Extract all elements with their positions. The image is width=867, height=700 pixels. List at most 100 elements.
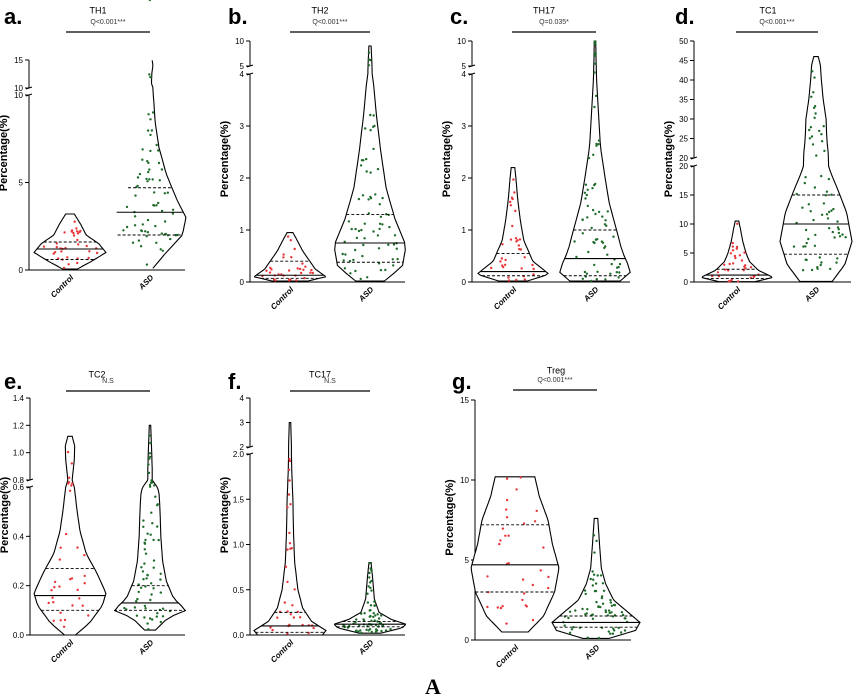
y-tick-label: 10	[14, 84, 23, 93]
y-tick-label: 20	[679, 162, 688, 171]
data-point	[365, 170, 368, 173]
y-tick-label: 4	[240, 394, 245, 403]
data-point	[610, 611, 613, 614]
data-point	[531, 583, 534, 587]
data-point	[151, 522, 154, 525]
data-point	[836, 220, 839, 223]
data-point	[504, 534, 507, 537]
data-point	[282, 256, 285, 259]
data-point	[518, 238, 522, 241]
data-point	[597, 605, 600, 609]
data-point	[368, 628, 372, 631]
data-point	[616, 266, 619, 269]
data-point	[81, 604, 84, 607]
data-point	[395, 247, 398, 250]
y-tick-label: 35	[679, 96, 688, 105]
data-point	[505, 622, 508, 625]
data-point	[154, 224, 157, 228]
data-point	[387, 243, 390, 246]
significance-label: Q<0.001***	[759, 19, 794, 26]
data-point	[152, 559, 156, 562]
data-point	[384, 629, 388, 632]
data-point	[811, 70, 814, 73]
data-point	[152, 566, 155, 569]
data-point	[803, 181, 806, 185]
data-point	[355, 236, 359, 240]
data-point	[501, 605, 504, 608]
y-tick-label: 0	[240, 278, 245, 287]
data-point	[734, 256, 737, 260]
panel-label: e.	[4, 369, 22, 394]
data-point	[375, 629, 379, 632]
x-category-label: Control	[494, 643, 521, 670]
data-point	[271, 628, 274, 632]
data-point	[509, 204, 512, 207]
data-point	[143, 604, 147, 608]
data-point	[825, 190, 829, 193]
data-point	[731, 249, 735, 252]
data-point	[586, 608, 589, 611]
data-point	[151, 618, 154, 621]
data-point	[604, 278, 607, 281]
data-point	[150, 593, 153, 596]
data-point	[830, 209, 833, 212]
y-tick-label: 0.6	[13, 483, 25, 492]
data-point	[357, 229, 361, 233]
data-point	[819, 263, 822, 267]
data-point	[70, 462, 74, 465]
data-point	[591, 208, 595, 212]
data-point	[370, 579, 373, 583]
data-point	[595, 144, 598, 147]
data-point	[288, 479, 291, 482]
data-point	[169, 237, 172, 241]
x-category-label: Control	[49, 638, 76, 665]
data-point	[157, 149, 160, 152]
data-point	[575, 255, 578, 259]
data-point	[818, 256, 821, 259]
data-point	[535, 509, 538, 513]
y-tick-label: 5	[19, 179, 24, 188]
data-point	[389, 627, 392, 631]
data-point	[145, 177, 148, 181]
data-point	[142, 525, 145, 528]
data-point	[359, 164, 363, 167]
data-point	[303, 276, 306, 280]
data-point	[591, 584, 594, 587]
data-point	[597, 636, 600, 640]
data-point	[142, 519, 145, 522]
y-tick-label: 15	[460, 396, 469, 405]
data-point	[52, 252, 55, 255]
data-point	[825, 213, 829, 216]
data-point	[348, 259, 352, 263]
data-point	[377, 262, 381, 265]
data-point	[514, 237, 518, 240]
data-point	[370, 619, 373, 622]
significance-label: Q<0.001***	[90, 19, 125, 26]
data-point	[368, 609, 371, 612]
data-point	[83, 574, 86, 578]
y-axis-label: Percentage(%)	[441, 120, 453, 197]
x-category-label: ASD	[136, 638, 155, 657]
data-point	[731, 262, 735, 265]
data-point	[358, 624, 361, 627]
data-point	[64, 532, 68, 536]
data-point	[363, 237, 366, 240]
data-point	[137, 583, 140, 586]
data-point	[368, 561, 371, 565]
data-point	[749, 266, 753, 269]
data-point	[583, 270, 587, 274]
data-point	[146, 622, 149, 625]
significance-label: Q<0.001***	[537, 377, 572, 384]
y-tick-label: 45	[679, 57, 688, 66]
data-point	[820, 213, 824, 216]
significance-label: Q=0.035*	[539, 19, 569, 26]
data-point	[71, 482, 74, 485]
data-point	[149, 441, 152, 445]
x-category-label: ASD	[581, 285, 600, 304]
data-point	[368, 571, 371, 575]
data-point	[152, 538, 155, 542]
data-point	[521, 598, 524, 602]
